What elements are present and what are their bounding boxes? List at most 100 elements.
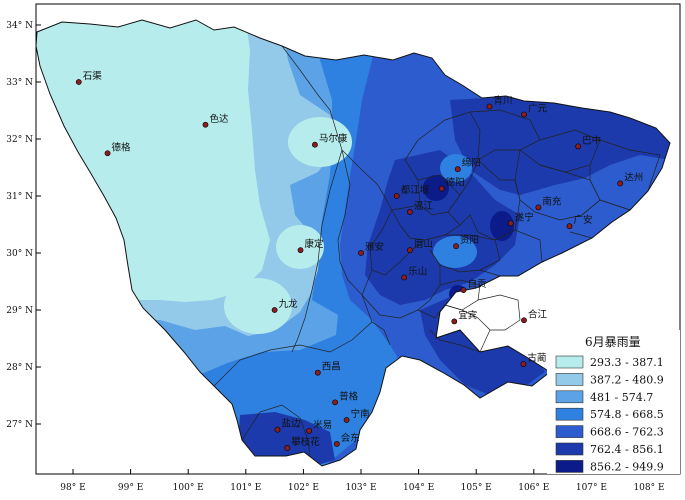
lon-tick-label: 108° E — [633, 483, 664, 493]
lon-tick-label: 106° E — [518, 483, 549, 493]
city-label: 康定 — [305, 238, 325, 250]
city-label: 合江 — [528, 308, 548, 320]
city-label: 都江堰 — [401, 185, 430, 196]
prefecture-boundaries — [213, 45, 661, 456]
lon-tick-label: 105° E — [461, 483, 492, 493]
city-marker — [297, 247, 304, 254]
city-label: 米易 — [313, 419, 332, 431]
city-label: 巴中 — [582, 134, 601, 146]
lon-tick-label: 101° E — [230, 483, 261, 493]
city-label: 资阳 — [460, 235, 479, 246]
city-label: 西昌 — [322, 362, 341, 373]
city-label: 乐山 — [408, 266, 427, 278]
legend-swatch — [555, 373, 584, 386]
legend-label: 293.3 - 387.1 — [590, 356, 664, 369]
lon-tick-label: 98° E — [60, 483, 85, 493]
boundary-aba-south — [341, 149, 401, 226]
zone-class-6-east — [450, 96, 670, 195]
city-label: 盐边 — [281, 418, 301, 430]
boundary-ganzi-east — [281, 45, 343, 353]
lon-tick-label: 100° E — [173, 483, 204, 493]
city-marker — [454, 166, 461, 173]
lon-tick-label: 103° E — [345, 483, 376, 493]
city-label: 广安 — [574, 214, 593, 226]
city-marker — [438, 185, 445, 192]
lat-tick-label: 33° N — [6, 78, 33, 88]
zone-mid-ziyang — [433, 236, 477, 268]
lon-tick-label: 107° E — [576, 483, 607, 493]
lat-tick-label: 32° N — [6, 135, 33, 145]
latitude-axis: 34° N 33° N 32° N 31° N 30° N 29° N 28° N 27° N — [6, 21, 41, 430]
lon-tick-label: 104° E — [403, 483, 434, 493]
city-marker — [407, 209, 413, 215]
zone-peak-deyang — [423, 175, 449, 201]
lon-tick-label: 102° E — [288, 483, 319, 493]
lon-tick-label: 99° E — [118, 483, 143, 493]
city-marker — [274, 426, 281, 433]
city-label: 马尔康 — [319, 133, 348, 145]
city-marker — [306, 427, 313, 434]
city-label: 普格 — [339, 390, 359, 402]
city-marker — [358, 250, 364, 256]
city-marker — [271, 307, 278, 313]
city-marker — [75, 79, 82, 85]
city-label: 宜宾 — [458, 309, 477, 321]
city-marker — [451, 318, 458, 325]
legend-label: 668.6 - 762.3 — [590, 426, 664, 439]
city-label: 古蔺 — [527, 352, 546, 364]
city-label: 广元 — [528, 102, 548, 114]
legend-title: 6月暴雨量 — [585, 335, 641, 349]
city-marker — [520, 361, 527, 368]
zone-class-6-central — [365, 150, 520, 305]
city-marker — [575, 143, 582, 150]
city-label: 温江 — [414, 201, 434, 212]
zone-light-kangding — [276, 225, 324, 269]
lat-tick-label: 31° N — [6, 192, 33, 202]
legend-swatch — [555, 460, 584, 473]
longitude-axis: 98° E 99° E 100° E 101° E 102° E 103° E 104° E… — [60, 469, 665, 493]
city-marker — [332, 399, 338, 406]
city-marker — [401, 274, 408, 281]
zone-light-jiulong — [224, 278, 292, 334]
lat-tick-label: 27° N — [6, 420, 33, 430]
legend-label: 856.2 - 949.9 — [590, 460, 664, 473]
city-marker — [617, 180, 624, 187]
lat-tick-label: 34° N — [6, 21, 33, 31]
legend-swatch — [555, 425, 584, 438]
city-marker — [312, 141, 318, 148]
city-label: 德阳 — [446, 177, 465, 189]
city-label: 自贡 — [468, 278, 487, 290]
legend-swatch — [555, 355, 584, 369]
lat-tick-label: 29° N — [6, 306, 33, 316]
city-marker — [460, 287, 467, 293]
legend-label: 481 - 574.7 — [590, 391, 653, 404]
city-marker — [566, 223, 573, 230]
legend-label: 387.2 - 480.9 — [590, 373, 664, 386]
legend-swatch — [555, 390, 584, 404]
legend-items: 293.3 - 387.1 387.2 - 480.9 481 - 574.7 574… — [555, 355, 664, 473]
city-marker — [507, 220, 514, 227]
legend-swatch — [555, 407, 584, 421]
lat-tick-label: 30° N — [6, 249, 33, 259]
city-label: 攀枝花 — [291, 436, 320, 448]
city-label: 遂宁 — [515, 211, 534, 223]
city-label: 德格 — [112, 141, 132, 153]
city-label: 达州 — [624, 171, 643, 183]
city-label: 绵阳 — [462, 157, 481, 169]
city-label: 南充 — [542, 195, 562, 207]
city-marker — [453, 243, 459, 250]
lat-tick-label: 28° N — [6, 363, 33, 373]
city-marker — [202, 121, 209, 128]
boundary-yaan — [337, 149, 373, 323]
city-marker — [343, 417, 350, 423]
city-marker — [486, 103, 493, 110]
city-marker — [521, 317, 527, 324]
city-marker — [284, 445, 291, 451]
city-label: 雅安 — [365, 241, 384, 253]
boundary-liangshan-north — [213, 321, 391, 387]
city-label: 青川 — [493, 95, 512, 107]
city-marker — [521, 111, 527, 118]
legend: 6月暴雨量 293.3 - 387.1 387.2 - 480.9 481 - 57… — [547, 330, 680, 474]
